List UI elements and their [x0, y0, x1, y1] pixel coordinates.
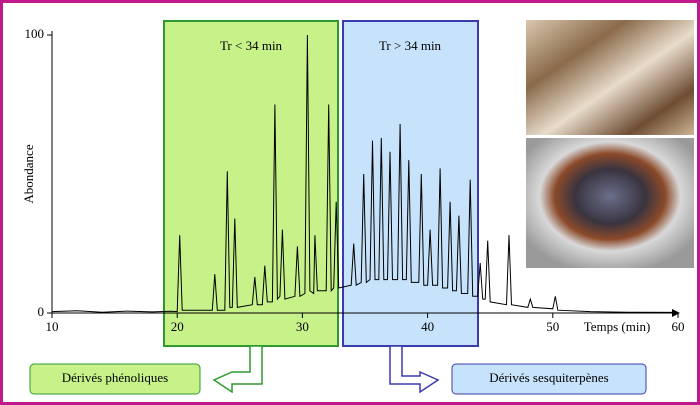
x-tick-label: 30: [296, 319, 309, 334]
x-axis-label: Temps (min): [584, 319, 651, 334]
photo-residue: [526, 138, 694, 268]
x-axis-arrow: [672, 309, 680, 317]
x-tick-label: 20: [171, 319, 184, 334]
y-tick-label: 100: [25, 26, 45, 41]
x-tick-label: 10: [46, 319, 59, 334]
x-tick-label: 60: [672, 319, 685, 334]
region-label: Tr < 34 min: [220, 38, 283, 53]
group-label: Dérivés sesquiterpènes: [489, 370, 609, 385]
region-label: Tr > 34 min: [379, 38, 442, 53]
arrow-green: [214, 346, 262, 392]
x-tick-label: 40: [421, 319, 434, 334]
region-box-green: [164, 21, 338, 346]
figure: Tr < 34 min Tr > 34 min Dérivés phénoliq…: [0, 0, 700, 405]
group-label: Dérivés phénoliques: [62, 370, 169, 385]
y-axis-label: Abondance: [21, 144, 36, 203]
arrow-blue: [390, 346, 438, 392]
y-tick-label: 0: [38, 304, 45, 319]
x-tick-label: 50: [546, 319, 559, 334]
photo-chips: [526, 20, 694, 135]
